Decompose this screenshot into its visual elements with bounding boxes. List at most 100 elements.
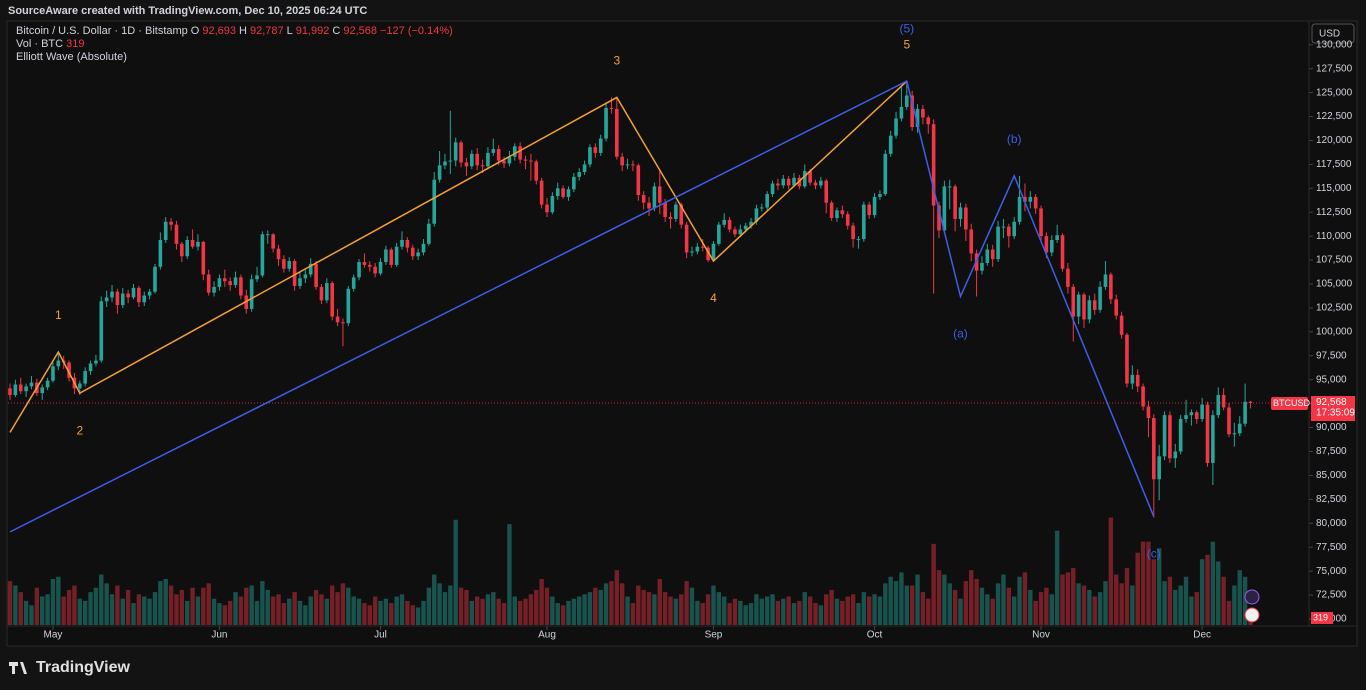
volume-bar (689, 587, 695, 625)
candle-body (169, 221, 173, 225)
volume-bar (426, 587, 432, 625)
candle-body (733, 229, 737, 235)
candle-body (1007, 226, 1011, 237)
candle-body (18, 384, 23, 392)
candle-body (432, 179, 437, 224)
candle-body (239, 277, 243, 296)
candle-body (131, 287, 136, 298)
volume-bar (856, 603, 861, 625)
candle-body (754, 208, 759, 222)
candle-body (24, 386, 28, 392)
x-tick-label: Jun (211, 630, 227, 641)
volume-bar (1092, 596, 1097, 625)
y-tick-label: 122,500 (1316, 111, 1353, 122)
volume-bar (507, 524, 512, 625)
volume-bar (480, 598, 485, 625)
candle-body (448, 160, 453, 162)
volume-bar (335, 592, 340, 625)
volume-bar (23, 600, 29, 625)
volume-bar (1060, 574, 1065, 625)
candle-body (292, 261, 297, 286)
candle-body (126, 293, 130, 298)
volume-bar (684, 581, 689, 625)
y-tick-label: 125,000 (1316, 87, 1353, 98)
volume-bar (131, 603, 136, 625)
volume-bar (201, 587, 206, 625)
volume-bar (77, 598, 83, 625)
candle-body (142, 295, 147, 303)
volume-bar (485, 594, 491, 625)
volume-bar (1221, 576, 1226, 625)
candle-body (147, 291, 152, 296)
candle-body (88, 363, 93, 372)
candle-body (137, 287, 141, 303)
volume-bar (695, 600, 700, 625)
volume-bar (593, 587, 598, 625)
volume-bar (958, 598, 963, 625)
candle-body (598, 138, 603, 153)
candle-body (174, 224, 179, 244)
volume-bar (474, 596, 480, 625)
volume-bar (281, 603, 287, 625)
wave-label: (c) (1147, 547, 1161, 561)
volume-bar (931, 543, 936, 625)
candle-body (480, 165, 485, 167)
candle-body (1146, 406, 1151, 419)
x-tick-label: Oct (867, 630, 883, 641)
candle-body (593, 147, 598, 153)
volume-bar (840, 600, 845, 625)
candle-body (1119, 315, 1124, 335)
candle-body (851, 225, 855, 240)
volume-bar (179, 589, 185, 625)
candle-body (964, 207, 968, 230)
candle-body (233, 277, 238, 285)
volume-bar (1038, 592, 1044, 625)
volume-bar (743, 605, 748, 625)
volume-bar (534, 589, 539, 625)
volume-bar (1178, 585, 1183, 625)
volume-bar (700, 603, 705, 625)
volume-bar (1167, 576, 1173, 625)
volume-bar (1162, 581, 1167, 625)
candle-body (1033, 196, 1038, 209)
candle-body (802, 171, 807, 187)
volume-bar (646, 592, 652, 625)
y-tick-label: 130,000 (1316, 39, 1353, 50)
volume-bar (437, 583, 442, 625)
x-tick-label: Nov (1032, 630, 1050, 641)
ohlc-value: 92,568 (343, 25, 377, 37)
volume-bar (711, 585, 716, 625)
volume-bar (292, 592, 297, 625)
candle-body (695, 246, 700, 252)
wave-label: 5 (903, 37, 910, 51)
volume-bar (147, 598, 152, 625)
volume-bar (1087, 589, 1092, 625)
candle-body (120, 293, 125, 306)
candle-body (545, 204, 549, 213)
volume-bar (276, 594, 281, 625)
candle-body (942, 186, 947, 231)
volume-bar (963, 581, 969, 625)
currency[interactable]: USD (1319, 29, 1340, 40)
volume-bar (571, 598, 577, 625)
volume-bar (303, 605, 308, 625)
y-tick-label: 90,000 (1316, 422, 1347, 433)
candle-body (684, 224, 689, 253)
candle-body (249, 279, 254, 309)
volume-bar (738, 600, 743, 625)
x-tick-label: Aug (538, 630, 556, 641)
volume-bar (550, 596, 555, 625)
volume-bar (1065, 572, 1071, 625)
candle-body (706, 247, 710, 261)
volume-bar (367, 605, 372, 625)
volume-bar (920, 592, 926, 625)
volume-bar (512, 596, 517, 625)
volume-pane (7, 517, 1253, 625)
volume-bar (867, 596, 872, 625)
currency-box[interactable] (1311, 23, 1355, 44)
candle-body (1248, 401, 1253, 403)
candle-body (1049, 240, 1054, 253)
volume-bar (936, 570, 942, 625)
candle-body (647, 202, 651, 209)
volume-bar (947, 583, 952, 625)
